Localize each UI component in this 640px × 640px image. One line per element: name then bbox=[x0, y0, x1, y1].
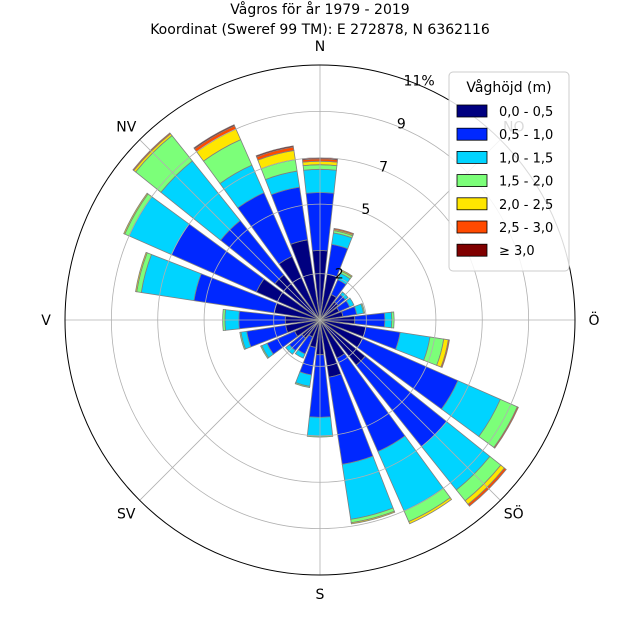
radial-tick-label: 9 bbox=[397, 117, 406, 133]
direction-label: N bbox=[315, 39, 325, 55]
legend-label: 1,5 - 2,0 bbox=[499, 175, 553, 190]
legend-label: 0,5 - 1,0 bbox=[499, 128, 553, 143]
legend-swatch bbox=[456, 197, 488, 211]
legend-frame bbox=[448, 71, 570, 272]
bar-sector-315-bin-5 bbox=[132, 132, 172, 172]
legend-label: ≥ 3,0 bbox=[499, 244, 535, 259]
legend-entries: 0,0 - 0,5 0,5 - 1,0 1,0 - 1,5 1,5 - 2,0 2,0 … bbox=[456, 104, 553, 259]
direction-label: Ö bbox=[588, 311, 599, 329]
legend-label: 2,5 - 3,0 bbox=[499, 221, 553, 236]
bar-sector-285-bin-4 bbox=[135, 251, 148, 293]
legend: Våghöjd (m) 0,0 - 0,5 0,5 - 1,0 1,0 - 1,5 1… bbox=[448, 71, 570, 272]
bar-sector-300-bin-4 bbox=[123, 192, 149, 235]
polar-grid bbox=[64, 64, 576, 576]
legend-swatch bbox=[456, 174, 488, 188]
radial-tick-label: 2 bbox=[335, 266, 344, 282]
legend-swatch bbox=[456, 127, 488, 141]
legend-swatch bbox=[456, 220, 488, 234]
direction-label: SÖ bbox=[504, 505, 524, 523]
radial-tick-labels: 2 5 7 9 11% bbox=[335, 74, 435, 283]
grid-spoke-1 bbox=[139, 139, 321, 321]
bar-sector-240-bin-3 bbox=[260, 345, 270, 359]
bar-sector-165-bin-4 bbox=[350, 510, 396, 525]
bar-sector-15-bin-5 bbox=[333, 227, 355, 236]
radial-tick-label: 5 bbox=[361, 202, 370, 218]
bar-sector-255-bin-3 bbox=[239, 331, 246, 350]
bar-sector-30-bin-4 bbox=[340, 269, 353, 278]
bar-sector-150-bin-4 bbox=[408, 497, 453, 525]
direction-label: S bbox=[316, 587, 325, 603]
chart-title-line1: Vågros för år 1979 - 2019 bbox=[230, 1, 409, 18]
bar-sector-195-bin-3 bbox=[294, 382, 311, 389]
direction-label: SV bbox=[117, 507, 136, 523]
bar-sector-105-bin-5 bbox=[440, 339, 450, 368]
direction-label: V bbox=[41, 313, 51, 329]
bar-sector-330-bin-6 bbox=[193, 124, 236, 150]
bar-sector-120-bin-5 bbox=[493, 406, 519, 449]
legend-title: Våghöjd (m) bbox=[466, 79, 551, 96]
legend-label: 2,0 - 2,5 bbox=[499, 198, 553, 213]
legend-label: 1,0 - 1,5 bbox=[499, 151, 553, 166]
legend-swatch bbox=[456, 243, 488, 257]
radial-tick-label: 11% bbox=[404, 74, 435, 90]
bar-sector-135-bin-5 bbox=[467, 467, 507, 507]
grid-spoke-3 bbox=[139, 319, 321, 501]
bar-sector-345-bin-6 bbox=[255, 145, 294, 158]
grid-spoke-5 bbox=[319, 319, 501, 501]
bar-sector-60-bin-2 bbox=[345, 297, 355, 308]
bar-sector-210-bin-2 bbox=[294, 349, 306, 359]
legend-swatch bbox=[456, 104, 488, 118]
chart-title-line2: Koordinat (Sweref 99 TM): E 272878, N 63… bbox=[150, 22, 490, 38]
direction-label: NV bbox=[116, 119, 136, 135]
bar-sector-75-bin-3 bbox=[360, 303, 366, 314]
legend-swatch bbox=[456, 150, 488, 164]
radial-tick-label: 7 bbox=[379, 159, 388, 175]
legend-label: 0,0 - 0,5 bbox=[499, 105, 553, 120]
outer-ring bbox=[64, 64, 576, 576]
